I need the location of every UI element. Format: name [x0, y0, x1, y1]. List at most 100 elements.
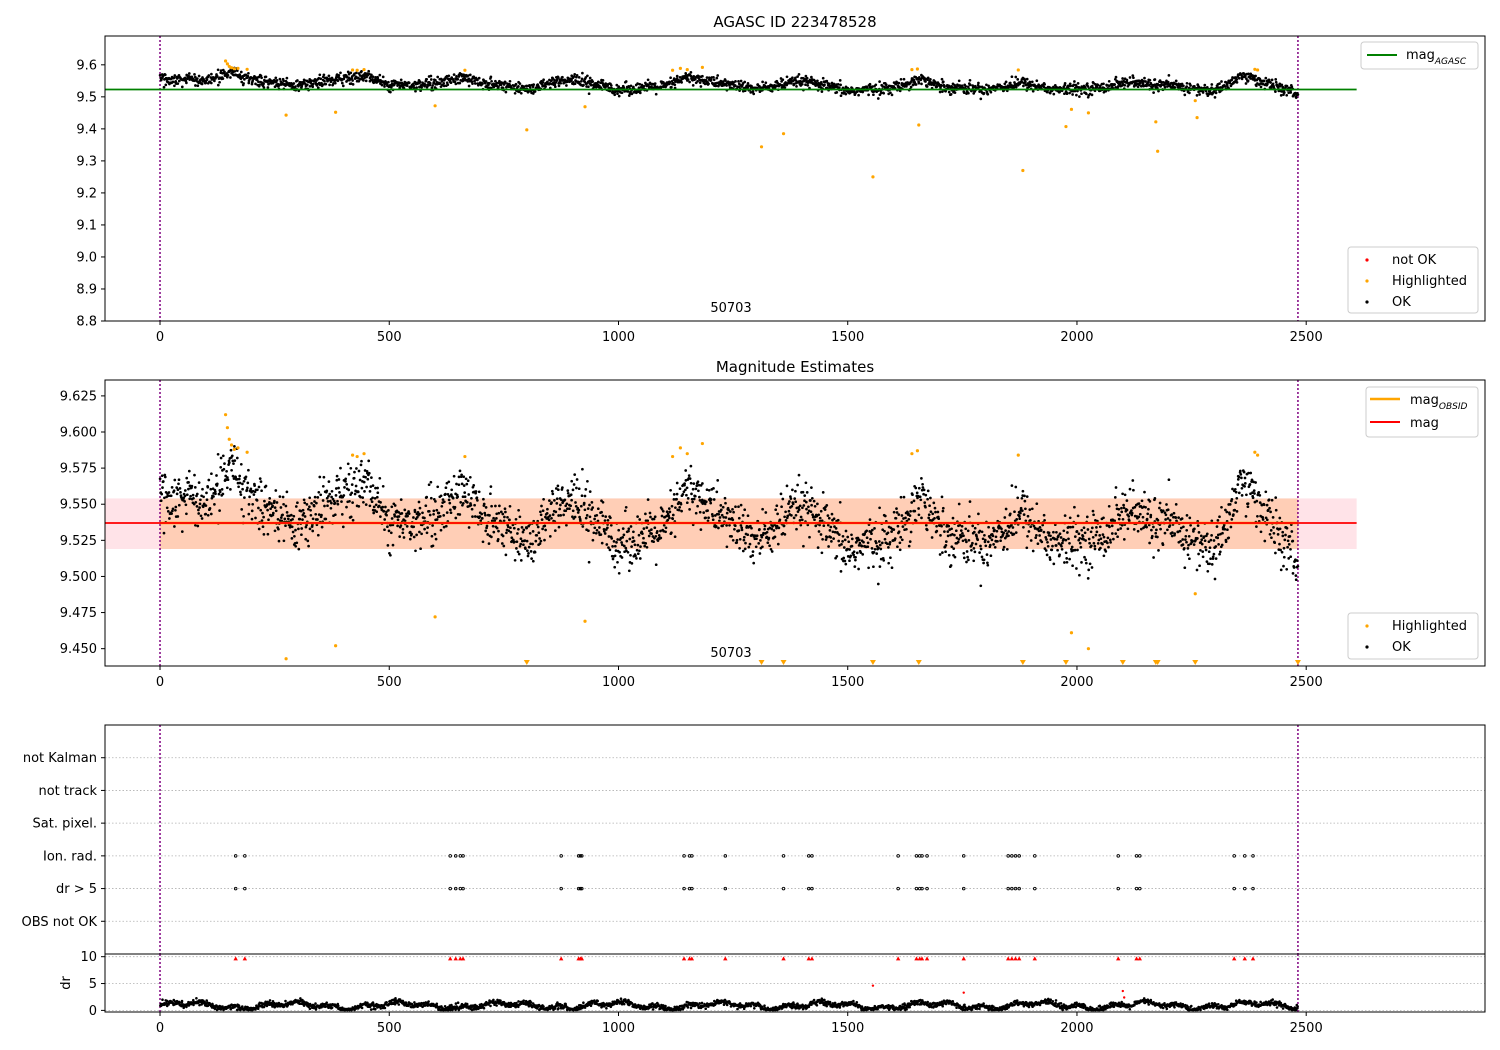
ok-point: [944, 540, 948, 543]
ok-point: [606, 518, 610, 522]
ok-point: [328, 492, 332, 496]
ok-point: [782, 524, 786, 528]
ok-point: [518, 82, 522, 85]
ok-point: [399, 524, 403, 527]
ok-point: [1059, 536, 1063, 539]
ok-point: [297, 527, 300, 531]
ok-point: [1205, 532, 1209, 536]
ok-point: [865, 529, 869, 533]
ok-point: [941, 509, 945, 513]
ok-point: [654, 563, 658, 567]
ok-point: [166, 510, 170, 513]
ok-point: [953, 91, 957, 94]
ok-point: [1003, 516, 1007, 519]
ok-point: [733, 527, 736, 531]
ok-point: [1083, 531, 1087, 535]
ok-point: [476, 499, 479, 502]
ok-point: [678, 505, 682, 509]
ok-point: [561, 486, 564, 489]
ok-point: [527, 552, 530, 555]
ok-point: [531, 542, 534, 546]
ok-point: [207, 478, 211, 482]
ok-point: [850, 544, 854, 548]
ok-point: [1120, 506, 1123, 510]
ok-point: [1199, 534, 1203, 538]
ok-point: [971, 541, 974, 545]
ok-point: [755, 534, 759, 538]
y-tick-label-0: 8.8: [76, 315, 97, 330]
ok-point: [436, 75, 440, 79]
ok-point: [259, 480, 263, 483]
ok-point: [237, 485, 240, 489]
ok-point: [662, 523, 666, 527]
ok-point: [1044, 549, 1048, 552]
ok-point: [1102, 516, 1105, 520]
ok-point: [1014, 485, 1018, 489]
ok-point: [250, 509, 254, 513]
ok-point: [418, 530, 421, 534]
ok-point: [1257, 491, 1261, 494]
ok-point: [541, 527, 544, 531]
ok-point: [442, 514, 446, 517]
ok-point: [698, 81, 702, 84]
ok-point: [739, 79, 743, 83]
ok-point: [960, 524, 964, 528]
ok-point: [1197, 85, 1201, 89]
ok-point: [941, 506, 945, 510]
ok-point: [554, 510, 558, 514]
ok-point: [313, 495, 317, 499]
ok-point: [360, 486, 364, 490]
ok-point: [877, 540, 881, 543]
ok-point: [777, 526, 781, 530]
ok-point: [967, 558, 970, 562]
ok-point: [1010, 484, 1014, 487]
ok-point: [1240, 476, 1243, 480]
ok-point: [573, 473, 577, 476]
ok-point: [1065, 92, 1069, 96]
ok-point: [1118, 513, 1122, 517]
ok-point: [278, 77, 282, 81]
ok-point: [1198, 564, 1201, 568]
ok-point: [653, 82, 657, 85]
ok-point: [550, 501, 553, 504]
ok-point: [321, 484, 325, 488]
ok-point: [1078, 95, 1081, 98]
ok-point: [857, 567, 860, 571]
ok-point: [816, 502, 819, 506]
ok-point: [243, 78, 246, 81]
panel-1-upper-legend[interactable]: magAGASC: [1360, 41, 1479, 70]
ok-point: [795, 527, 798, 531]
ok-point: [197, 512, 201, 515]
ok-point: [691, 487, 695, 491]
ok-point: [1040, 540, 1044, 544]
ok-point: [870, 532, 873, 536]
ok-point: [575, 478, 579, 481]
ok-point: [1064, 538, 1068, 542]
ok-point: [917, 486, 921, 490]
ok-point: [869, 537, 872, 541]
ok-point: [384, 505, 387, 509]
ok-point: [691, 84, 695, 87]
panel-1-lower-legend[interactable]: not OK Highlighted OK: [1347, 246, 1479, 314]
ok-point: [1213, 577, 1217, 581]
ok-point: [482, 502, 486, 506]
ok-point: [1229, 525, 1233, 529]
ok-point: [1156, 535, 1159, 539]
ok-point: [1209, 557, 1212, 561]
ok-point: [704, 500, 708, 504]
ok-point: [528, 531, 532, 535]
ok-point: [472, 484, 476, 487]
ok-point: [496, 537, 500, 541]
ok-point: [827, 516, 831, 520]
ok-point: [314, 512, 318, 516]
ok-point: [1185, 514, 1189, 517]
ok-point: [922, 488, 926, 492]
ok-point: [944, 543, 948, 547]
ok-point: [476, 78, 479, 82]
ok-point: [590, 501, 594, 504]
ok-point: [608, 548, 612, 552]
ok-point: [790, 81, 793, 85]
ok-point: [357, 72, 361, 75]
ok-point: [347, 472, 351, 476]
ok-point: [1095, 530, 1099, 534]
